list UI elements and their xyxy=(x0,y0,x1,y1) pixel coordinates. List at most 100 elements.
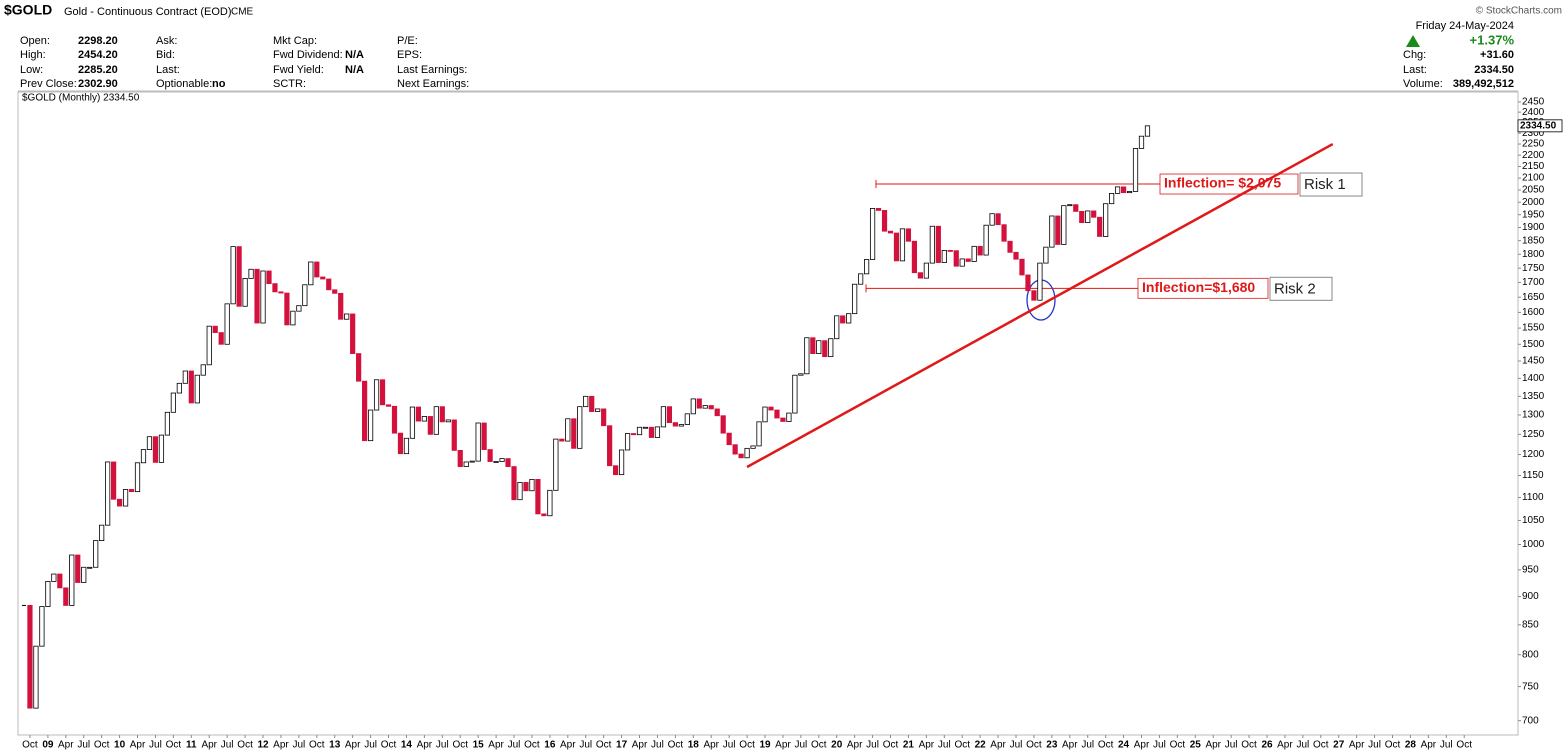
candle-body xyxy=(666,406,672,424)
candle-body xyxy=(1013,251,1019,260)
y-tick-label: 850 xyxy=(1522,619,1539,630)
inflection-label: Inflection=$1,680 xyxy=(1142,279,1255,295)
x-tick-label: Apr xyxy=(919,740,935,751)
candle-body xyxy=(738,453,744,459)
y-tick-label: 1400 xyxy=(1522,373,1545,384)
x-tick-label: Oct xyxy=(596,740,612,751)
summary-label: Last: xyxy=(1403,64,1427,76)
candle-body xyxy=(750,445,756,449)
candle-body xyxy=(828,338,834,358)
x-tick-label: Oct xyxy=(1385,740,1401,751)
candle-body xyxy=(840,315,846,324)
candle-body xyxy=(834,315,840,340)
candle-body xyxy=(1073,204,1079,212)
candle-body xyxy=(618,449,625,476)
candle-body xyxy=(911,240,918,274)
x-tick-label: Jul xyxy=(1153,740,1166,751)
candle-body xyxy=(941,250,947,263)
y-tick-label: 700 xyxy=(1522,715,1539,726)
y-tick-label: 1150 xyxy=(1522,470,1544,481)
candle-body xyxy=(362,380,368,442)
x-tick-label: Apr xyxy=(1421,740,1437,751)
candle-body xyxy=(427,416,433,435)
price-tag-box xyxy=(1517,119,1563,133)
candle-body xyxy=(971,245,977,262)
candle-body xyxy=(541,513,547,517)
x-tick-label: 11 xyxy=(186,740,197,751)
candle-body xyxy=(224,303,230,345)
x-tick-label: Oct xyxy=(811,740,827,751)
y-tick-label: 1450 xyxy=(1522,356,1545,367)
candle-body xyxy=(822,340,828,358)
x-tick-label: Oct xyxy=(668,740,684,751)
field-label: High: xyxy=(20,49,46,61)
x-tick-label: Apr xyxy=(273,740,289,751)
candle-body xyxy=(320,276,326,280)
candle-body xyxy=(547,489,553,517)
x-tick-label: 19 xyxy=(759,740,771,751)
candle-body xyxy=(1132,148,1139,192)
field-label: Last Earnings: xyxy=(397,64,467,76)
candle-body xyxy=(577,406,583,449)
candle-body xyxy=(278,291,284,294)
candle-body xyxy=(672,422,678,427)
candle-body xyxy=(290,310,296,326)
candle-body xyxy=(1079,211,1085,224)
x-tick-label: 16 xyxy=(544,740,556,751)
x-tick-label: 15 xyxy=(473,740,485,751)
legend: $GOLD (Monthly) 2334.50 xyxy=(22,93,140,104)
candle-body xyxy=(529,478,535,492)
field-value: N/A xyxy=(345,49,364,61)
x-tick-label: Jul xyxy=(292,740,305,751)
candle-body xyxy=(379,379,386,406)
candle-body xyxy=(218,332,224,345)
candle-body xyxy=(708,405,714,410)
x-tick-label: Jul xyxy=(1081,740,1094,751)
x-tick-label: Oct xyxy=(452,740,468,751)
candle-body xyxy=(57,573,63,589)
candle-body xyxy=(415,406,421,422)
y-tick-label: 1250 xyxy=(1522,429,1545,440)
y-tick-label: 800 xyxy=(1522,649,1539,660)
candle-body xyxy=(929,225,935,264)
candle-body xyxy=(511,466,517,501)
candle-body xyxy=(905,228,912,242)
y-tick-label: 950 xyxy=(1522,565,1539,576)
candle-body xyxy=(164,411,171,436)
candle-body xyxy=(624,433,631,451)
candle-body xyxy=(39,606,45,647)
candle-body xyxy=(1061,205,1067,245)
candle-body xyxy=(864,259,870,275)
candle-body xyxy=(1115,186,1121,194)
candle-body xyxy=(111,461,117,500)
x-tick-label: 24 xyxy=(1118,740,1130,751)
quote-date: Friday 24-May-2024 xyxy=(1416,20,1514,32)
risk-label: Risk 2 xyxy=(1274,280,1316,297)
x-tick-label: Oct xyxy=(1026,740,1042,751)
y-tick-label: 2450 xyxy=(1522,97,1545,108)
y-tick-label: 1300 xyxy=(1522,410,1545,421)
x-tick-label: 10 xyxy=(114,740,126,751)
candle-body xyxy=(1091,210,1097,218)
field-label: Last: xyxy=(156,64,180,76)
candle-body xyxy=(188,370,194,404)
risk-label: Risk 1 xyxy=(1304,176,1346,193)
candle-body xyxy=(391,405,398,434)
x-tick-label: Oct xyxy=(739,740,755,751)
candle-body xyxy=(917,272,923,279)
candle-body xyxy=(487,449,493,462)
x-tick-label: Jul xyxy=(364,740,377,751)
candle-body xyxy=(696,398,702,409)
candle-body xyxy=(607,425,613,467)
candle-body xyxy=(367,409,374,442)
x-tick-label: Apr xyxy=(345,740,361,751)
x-tick-label: 14 xyxy=(401,740,413,751)
candle-body xyxy=(589,395,595,412)
candle-body xyxy=(995,213,1001,226)
x-tick-label: 12 xyxy=(257,740,269,751)
candle-body xyxy=(397,432,404,455)
candle-body xyxy=(768,406,774,411)
x-tick-label: Jul xyxy=(1225,740,1238,751)
y-tick-label: 1550 xyxy=(1522,323,1545,334)
